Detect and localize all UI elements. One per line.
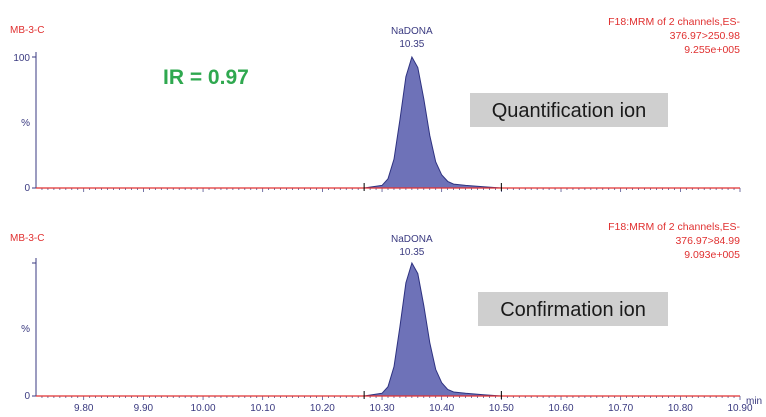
ytick-100-top: 100 (13, 53, 30, 64)
sample-label-bottom: MB-3-C (10, 233, 44, 244)
peak-area-bottom (364, 261, 502, 397)
transition-label-top: 376.97>250.98 (670, 30, 741, 42)
x-tick-label: 9.90 (134, 403, 154, 414)
x-tick-labels: 9.80 9.90 10.00 10.10 10.20 10.30 10.40 10.50 10… (74, 403, 753, 414)
x-tick-label: 10.00 (191, 403, 216, 414)
ion-ratio-annotation: IR = 0.97 (163, 66, 249, 89)
quantification-ion-label: Quantification ion (492, 100, 647, 122)
ylabel-top: % (21, 118, 30, 129)
ylabel-bottom: % (21, 324, 30, 335)
confirmation-ion-label: Confirmation ion (500, 299, 646, 321)
x-tick-label: 10.90 (727, 403, 752, 414)
channel-label-bottom: F18:MRM of 2 channels,ES- (608, 221, 740, 233)
x-tick-label: 10.50 (489, 403, 514, 414)
peak-name-bottom: NaDONA (391, 234, 433, 245)
quantification-ion-box (470, 93, 668, 127)
panel-bottom: MB-3-C F18:MRM of 2 channels,ES- 376.97>… (10, 221, 762, 414)
x-unit-label: min (746, 396, 762, 407)
x-tick-label: 10.30 (370, 403, 395, 414)
intensity-label-top: 9.255e+005 (684, 44, 740, 56)
confirmation-ion-box (478, 292, 668, 326)
intensity-label-bottom: 9.093e+005 (684, 249, 740, 261)
x-minor-ticks-top (41, 188, 741, 192)
x-tick-label: 10.60 (549, 403, 574, 414)
peak-area-top (364, 55, 502, 189)
sample-label-top: MB-3-C (10, 25, 44, 36)
x-tick-label: 10.20 (310, 403, 335, 414)
panel-top: MB-3-C F18:MRM of 2 channels,ES- 376.97>… (10, 16, 740, 194)
x-tick-label: 10.10 (250, 403, 275, 414)
x-tick-label: 9.80 (74, 403, 94, 414)
peak-rt-bottom: 10.35 (399, 247, 424, 258)
x-tick-label: 10.80 (668, 403, 693, 414)
peak-rt-top: 10.35 (399, 39, 424, 50)
ytick-0-bottom: 0 (24, 391, 30, 402)
peak-name-top: NaDONA (391, 26, 433, 37)
transition-label-bottom: 376.97>84.99 (675, 235, 740, 247)
x-tick-label: 10.40 (429, 403, 454, 414)
ytick-0-top: 0 (24, 183, 30, 194)
x-tick-label: 10.70 (608, 403, 633, 414)
channel-label-top: F18:MRM of 2 channels,ES- (608, 16, 740, 28)
